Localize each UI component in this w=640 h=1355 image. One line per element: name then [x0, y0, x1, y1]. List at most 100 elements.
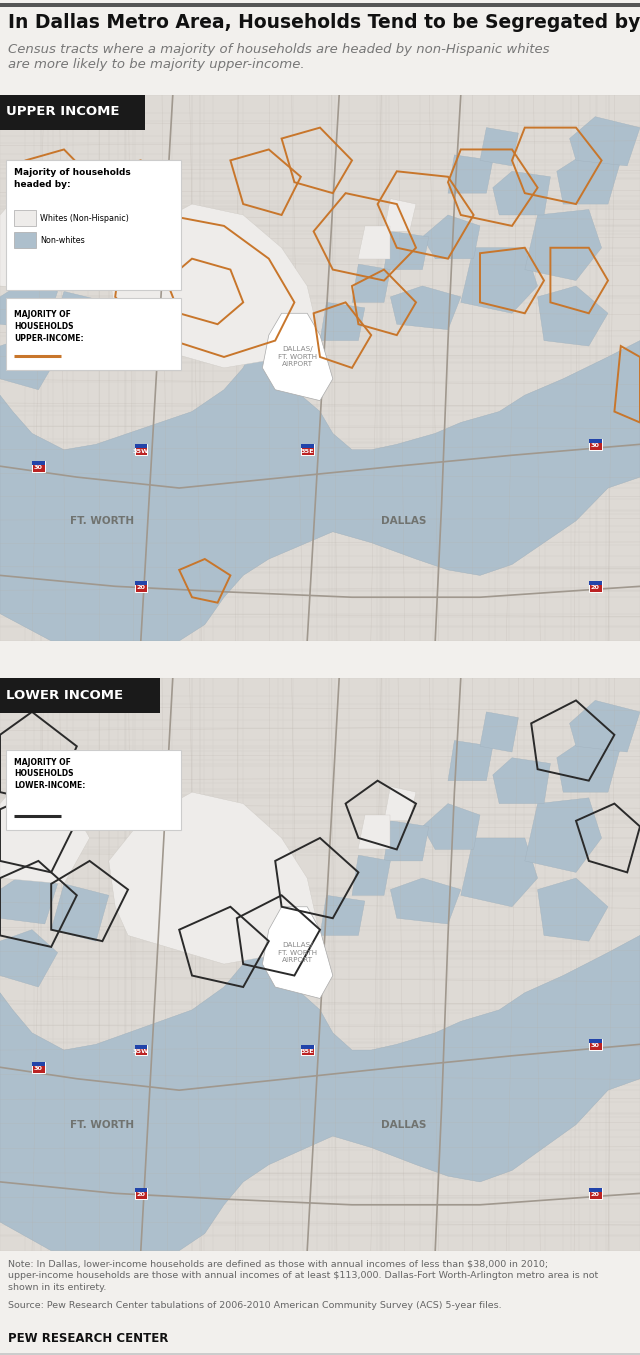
Polygon shape [0, 873, 58, 924]
Text: In Dallas Metro Area, Households Tend to be Segregated by Race, Income: In Dallas Metro Area, Households Tend to… [8, 12, 640, 31]
Bar [589, 1039, 602, 1043]
Text: 20: 20 [136, 585, 145, 591]
Text: 20: 20 [136, 1192, 145, 1198]
Text: MAJORITY OF
HOUSEHOLDS
LOWER-INCOME:: MAJORITY OF HOUSEHOLDS LOWER-INCOME: [14, 757, 85, 790]
Bar [134, 581, 147, 592]
Polygon shape [570, 701, 640, 752]
Text: 35E: 35E [300, 1049, 314, 1054]
Bar [301, 1045, 314, 1056]
Polygon shape [570, 117, 640, 165]
Polygon shape [557, 154, 621, 205]
Text: DALLAS: DALLAS [381, 516, 426, 526]
Bar [134, 1188, 147, 1192]
Polygon shape [461, 248, 538, 313]
Bar [0, 95, 145, 130]
Polygon shape [352, 264, 390, 302]
Bar [32, 461, 45, 472]
Polygon shape [358, 816, 390, 850]
Bar [589, 439, 602, 450]
Polygon shape [384, 232, 429, 270]
Bar [134, 581, 147, 585]
Bar [589, 1188, 602, 1192]
Polygon shape [320, 302, 365, 340]
Text: MAJORITY OF
HOUSEHOLDS
UPPER-INCOME:: MAJORITY OF HOUSEHOLDS UPPER-INCOME: [14, 310, 84, 343]
Bar [134, 1188, 147, 1199]
Polygon shape [0, 780, 90, 883]
Text: 35E: 35E [300, 449, 314, 454]
Text: 30: 30 [34, 1066, 43, 1070]
Polygon shape [0, 280, 58, 329]
Bar [134, 1045, 147, 1056]
Bar [0, 678, 160, 713]
Bar [0, 1354, 640, 1355]
Polygon shape [461, 837, 538, 906]
Polygon shape [525, 798, 602, 873]
Bar [134, 444, 147, 449]
Bar [32, 461, 45, 465]
Polygon shape [384, 821, 429, 860]
Bar [589, 439, 602, 443]
Bar [32, 1062, 45, 1073]
Text: DALLAS: DALLAS [381, 1119, 426, 1130]
Polygon shape [0, 335, 58, 390]
Text: 20: 20 [591, 1192, 600, 1198]
Polygon shape [0, 896, 640, 1251]
Polygon shape [0, 930, 58, 986]
Polygon shape [51, 291, 109, 346]
Text: LOWER INCOME: LOWER INCOME [6, 690, 123, 702]
Text: 30: 30 [591, 443, 600, 449]
Bar [589, 1039, 602, 1050]
Bar [589, 1188, 602, 1199]
Text: Note: In Dallas, lower-income households are defined as those with annual income: Note: In Dallas, lower-income households… [8, 1260, 598, 1293]
Bar [301, 444, 314, 455]
Polygon shape [525, 210, 602, 280]
Polygon shape [448, 741, 493, 780]
Bar [134, 444, 147, 455]
Polygon shape [0, 302, 640, 641]
Text: Census tracts where a majority of households are headed by non-Hispanic whites
a: Census tracts where a majority of househ… [8, 43, 550, 70]
Polygon shape [493, 171, 550, 215]
Text: Source: Pew Research Center tabulations of 2006-2010 American Community Survey (: Source: Pew Research Center tabulations … [8, 1301, 502, 1310]
Polygon shape [262, 906, 333, 999]
Polygon shape [480, 711, 518, 752]
Bar [6, 749, 181, 829]
Polygon shape [0, 194, 90, 291]
Text: FT. WORTH: FT. WORTH [70, 1119, 134, 1130]
Text: FT. WORTH: FT. WORTH [70, 516, 134, 526]
Text: 30: 30 [591, 1043, 600, 1049]
Polygon shape [109, 205, 320, 367]
Polygon shape [384, 786, 416, 821]
Bar [14, 210, 36, 226]
Bar [14, 232, 36, 248]
Text: Whites (Non-Hispanic): Whites (Non-Hispanic) [40, 214, 129, 222]
Polygon shape [538, 878, 608, 942]
Polygon shape [538, 286, 608, 346]
Text: 30: 30 [34, 465, 43, 470]
Polygon shape [384, 199, 416, 232]
Text: DALLAS/
FT. WORTH
AIRPORT: DALLAS/ FT. WORTH AIRPORT [278, 347, 317, 367]
Text: UPPER INCOME: UPPER INCOME [6, 106, 120, 118]
Bar [32, 1062, 45, 1066]
Bar [301, 444, 314, 449]
Polygon shape [422, 215, 480, 259]
Polygon shape [320, 896, 365, 935]
Text: 35W: 35W [132, 1049, 149, 1054]
Bar [589, 581, 602, 585]
Text: PEW RESEARCH CENTER: PEW RESEARCH CENTER [8, 1332, 168, 1346]
Text: Non-whites: Non-whites [40, 236, 84, 245]
Polygon shape [422, 804, 480, 850]
Polygon shape [358, 226, 390, 259]
Polygon shape [109, 793, 320, 965]
Polygon shape [390, 878, 461, 924]
Polygon shape [448, 154, 493, 194]
Polygon shape [352, 855, 390, 896]
Polygon shape [480, 127, 518, 165]
Polygon shape [51, 883, 109, 942]
Polygon shape [390, 286, 461, 329]
Bar [589, 581, 602, 592]
Text: 35W: 35W [132, 449, 149, 454]
Polygon shape [557, 741, 621, 793]
Bar [134, 1045, 147, 1049]
Bar [6, 160, 181, 290]
Polygon shape [262, 313, 333, 401]
